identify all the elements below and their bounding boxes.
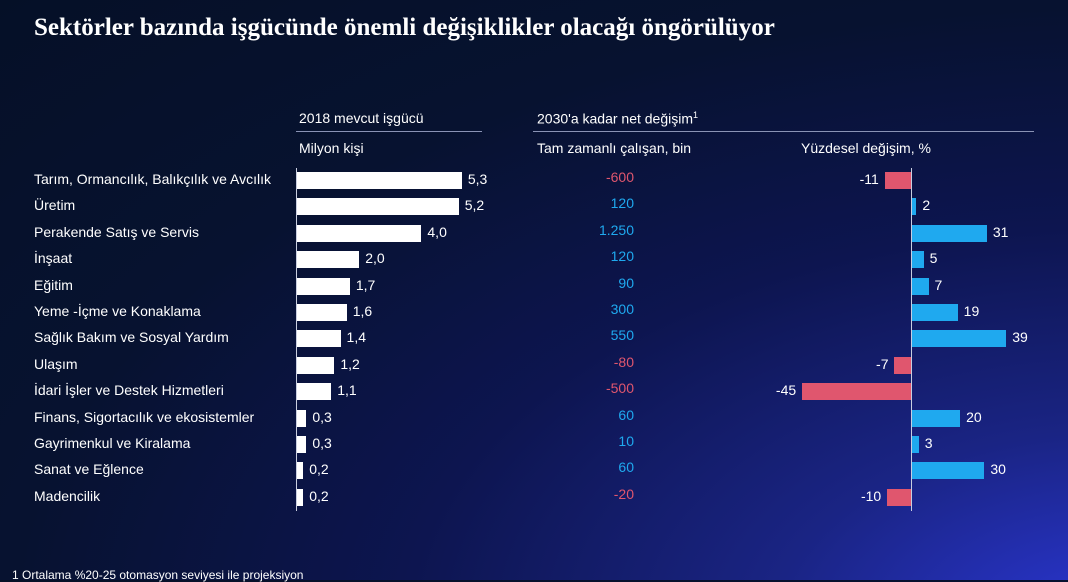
pct-change-value-label: -11: [859, 171, 879, 187]
net-change-value: -500: [605, 380, 634, 397]
workforce-header: 2018 mevcut işgücü: [299, 110, 424, 126]
category-label: Sanat ve Eğlence: [34, 461, 144, 478]
net-change-value: -600: [605, 169, 634, 185]
category-label: Üretim: [34, 197, 76, 214]
workforce-value-label: 5,3: [467, 171, 488, 187]
pct-change-value-label: -10: [860, 487, 882, 504]
workforce-value-label: 1,7: [355, 276, 376, 293]
net-change-value: 90: [618, 274, 634, 291]
workforce-value-label: 0,2: [309, 487, 329, 504]
workforce-bar: [297, 172, 462, 189]
pct-change-value-label: 19: [963, 303, 980, 319]
category-label: İdari İşler ve Destek Hizmetleri: [34, 382, 224, 399]
pct-change-bar: [911, 330, 1007, 348]
workforce-bar: [297, 198, 459, 216]
net-change-value: 120: [610, 195, 634, 212]
workforce-value-label: 1,6: [352, 303, 373, 319]
pct-change-bar: [884, 172, 912, 189]
pct-change-value-label: -45: [775, 382, 797, 399]
pct-change-bar: [911, 251, 924, 269]
net-change-value: 60: [618, 459, 634, 476]
pct-change-value-label: 31: [992, 223, 1009, 240]
workforce-bar: [297, 488, 304, 506]
category-label: Yeme -İçme ve Konaklama: [34, 303, 201, 319]
pct-change-value-label: -7: [876, 355, 889, 372]
category-label: İnşaat: [34, 250, 73, 267]
workforce-bar: [297, 251, 360, 269]
net-change-value: 10: [618, 433, 634, 449]
net-change-value: 60: [618, 406, 634, 423]
net-change-value: 120: [610, 248, 634, 265]
pct-change-bar: [911, 224, 987, 242]
category-label: Eğitim: [34, 276, 73, 293]
workforce-bar: [297, 409, 307, 427]
net-change-unit: Tam zamanlı çalışan, bin: [537, 140, 692, 156]
pct-change-bar: [911, 436, 919, 453]
pct-change-bar: [911, 462, 985, 480]
pct-change-bar: [911, 304, 958, 321]
workforce-unit: Milyon kişi: [299, 140, 364, 156]
pct-change-bar: [802, 383, 912, 401]
workforce-bar: [297, 224, 422, 242]
net-change-header-rule: [533, 131, 1034, 132]
page-title: Sektörler bazında işgücünde önemli değiş…: [34, 14, 775, 41]
workforce-value-label: 0,2: [309, 461, 329, 478]
pct-change-value-label: 20: [966, 408, 982, 425]
net-change-header-text: 2030'a kadar net değişim: [537, 110, 693, 127]
category-label: Sağlık Bakım ve Sosyal Yardım: [34, 329, 229, 346]
workforce-bar: [297, 277, 350, 295]
footnote-marker: 1: [693, 110, 699, 120]
workforce-value-label: 1,2: [340, 355, 360, 372]
workforce-value-label: 2,0: [365, 250, 385, 267]
net-change-value: -80: [613, 353, 634, 370]
workforce-bar: [297, 383, 332, 401]
workforce-value-label: 1,4: [346, 329, 366, 346]
workforce-value-label: 4,0: [427, 223, 447, 240]
net-change-value: 300: [610, 301, 634, 317]
pct-change-value-label: 2: [922, 197, 931, 214]
workforce-value-label: 1,1: [337, 382, 357, 399]
pct-change-value-label: 5: [929, 250, 938, 267]
workforce-value-label: 0,3: [312, 435, 332, 451]
workforce-value-label: 0,3: [312, 408, 332, 425]
category-label: Madencilik: [34, 487, 101, 504]
pct-change-bar: [911, 198, 917, 216]
workforce-bar: [297, 356, 335, 374]
pct-change-value-label: 30: [990, 461, 1006, 478]
net-change-value: -20: [613, 485, 634, 502]
category-label: Perakende Satış ve Servis: [34, 223, 199, 240]
pct-change-value-label: 39: [1012, 329, 1028, 346]
pct-change-bar: [894, 356, 912, 374]
category-label: Ulaşım: [34, 355, 78, 372]
category-label: Finans, Sigortacılık ve ekosistemler: [34, 408, 255, 425]
workforce-bar: [297, 462, 304, 480]
pct-change-value-label: 7: [934, 276, 943, 293]
net-change-value: 550: [610, 327, 634, 344]
net-change-header: 2030'a kadar net değişim1: [537, 110, 698, 127]
footnote: 1 Ortalama %20-25 otomasyon seviyesi ile…: [12, 568, 304, 582]
pct-change-unit: Yüzdesel değişim, %: [801, 140, 931, 156]
workforce-header-rule: [296, 131, 482, 132]
category-label: Tarım, Ormancılık, Balıkçılık ve Avcılık: [34, 171, 272, 187]
workforce-bar: [297, 330, 341, 348]
pct-change-bar: [911, 277, 929, 295]
pct-change-value-label: 3: [924, 435, 933, 451]
workforce-axis: [296, 168, 297, 511]
workforce-value-label: 5,2: [464, 197, 485, 214]
category-label: Gayrimenkul ve Kiralama: [34, 435, 191, 451]
pct-change-bar: [887, 488, 912, 506]
net-change-value: 1.250: [598, 221, 634, 238]
pct-change-bar: [911, 409, 961, 427]
workforce-bar: [297, 304, 347, 321]
workforce-bar: [297, 436, 307, 453]
